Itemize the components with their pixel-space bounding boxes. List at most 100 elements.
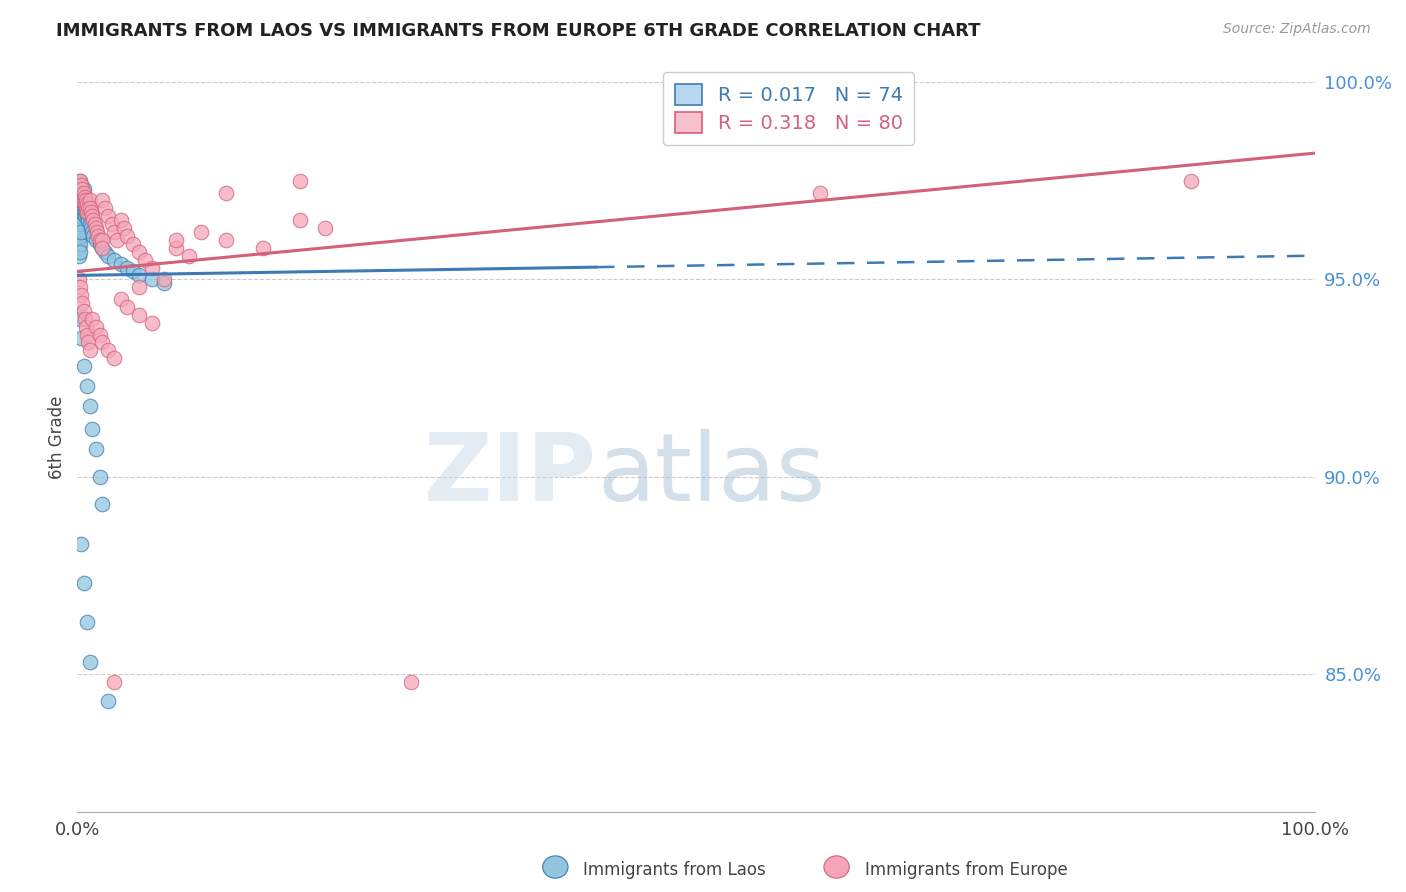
Point bbox=[79, 194, 101, 208]
Point bbox=[67, 241, 90, 255]
Point bbox=[67, 178, 90, 192]
Point bbox=[77, 202, 100, 216]
Point bbox=[89, 327, 111, 342]
Point bbox=[112, 221, 135, 235]
Point bbox=[110, 213, 132, 227]
Point bbox=[67, 225, 90, 239]
Point bbox=[67, 217, 90, 231]
Point bbox=[67, 178, 90, 192]
Point bbox=[91, 194, 114, 208]
Point bbox=[110, 256, 132, 270]
Point bbox=[72, 197, 94, 211]
Point bbox=[82, 213, 104, 227]
Point bbox=[82, 229, 104, 244]
Point bbox=[72, 359, 94, 373]
Point bbox=[69, 244, 91, 259]
Point bbox=[70, 331, 93, 345]
Point bbox=[70, 217, 93, 231]
Point bbox=[110, 292, 132, 306]
Point bbox=[91, 233, 114, 247]
Point bbox=[67, 249, 90, 263]
Point bbox=[87, 229, 110, 244]
Point bbox=[72, 576, 94, 591]
Point bbox=[89, 469, 111, 483]
Point bbox=[97, 249, 120, 263]
Point bbox=[69, 311, 91, 326]
Point bbox=[288, 213, 311, 227]
Point bbox=[105, 233, 128, 247]
Point bbox=[115, 300, 138, 314]
Point bbox=[70, 194, 93, 208]
Y-axis label: 6th Grade: 6th Grade bbox=[48, 395, 66, 479]
Point bbox=[128, 244, 150, 259]
Point bbox=[72, 181, 94, 195]
Point bbox=[75, 194, 97, 208]
Point bbox=[70, 536, 93, 550]
Point bbox=[77, 335, 100, 350]
Point bbox=[84, 221, 107, 235]
Point bbox=[1180, 174, 1202, 188]
Point bbox=[69, 280, 91, 294]
Point bbox=[70, 186, 93, 200]
Legend: R = 0.017   N = 74, R = 0.318   N = 80: R = 0.017 N = 74, R = 0.318 N = 80 bbox=[664, 72, 914, 145]
Point bbox=[103, 674, 125, 689]
Text: Immigrants from Laos: Immigrants from Laos bbox=[583, 861, 766, 879]
Point bbox=[72, 189, 94, 203]
Point bbox=[177, 249, 200, 263]
Point bbox=[73, 209, 96, 223]
Point bbox=[165, 241, 187, 255]
Point bbox=[67, 272, 90, 286]
Point bbox=[76, 205, 98, 219]
Point bbox=[80, 221, 103, 235]
Point bbox=[69, 174, 91, 188]
Point bbox=[70, 288, 93, 302]
Point bbox=[153, 277, 176, 291]
Point bbox=[75, 205, 97, 219]
Point bbox=[76, 379, 98, 393]
Point bbox=[73, 189, 96, 203]
Point bbox=[252, 241, 274, 255]
Point bbox=[72, 296, 94, 310]
Point bbox=[79, 209, 101, 223]
Point bbox=[69, 189, 91, 203]
Point bbox=[79, 217, 101, 231]
Text: Source: ZipAtlas.com: Source: ZipAtlas.com bbox=[1223, 22, 1371, 37]
Point bbox=[82, 311, 104, 326]
Point bbox=[83, 217, 105, 231]
Text: ZIP: ZIP bbox=[425, 428, 598, 521]
Point bbox=[73, 197, 96, 211]
Point bbox=[84, 442, 107, 456]
Point bbox=[103, 225, 125, 239]
Point bbox=[70, 178, 93, 192]
Point bbox=[69, 213, 91, 227]
Point bbox=[215, 186, 238, 200]
Point bbox=[128, 280, 150, 294]
Point bbox=[190, 225, 212, 239]
Point bbox=[79, 202, 101, 216]
Point bbox=[84, 233, 107, 247]
Text: Immigrants from Europe: Immigrants from Europe bbox=[865, 861, 1067, 879]
Point bbox=[165, 233, 187, 247]
Point bbox=[69, 221, 91, 235]
Point bbox=[122, 236, 145, 251]
Point bbox=[401, 674, 423, 689]
Point bbox=[72, 197, 94, 211]
Point bbox=[76, 327, 98, 342]
Point bbox=[80, 205, 103, 219]
Point bbox=[97, 343, 120, 358]
Point bbox=[101, 217, 124, 231]
Point bbox=[89, 233, 111, 247]
Point bbox=[79, 655, 101, 669]
Point bbox=[70, 178, 93, 192]
Point bbox=[82, 225, 104, 239]
Text: IMMIGRANTS FROM LAOS VS IMMIGRANTS FROM EUROPE 6TH GRADE CORRELATION CHART: IMMIGRANTS FROM LAOS VS IMMIGRANTS FROM … bbox=[56, 22, 981, 40]
Point bbox=[84, 319, 107, 334]
Point bbox=[76, 615, 98, 630]
Point bbox=[97, 209, 120, 223]
Point bbox=[103, 351, 125, 366]
Point bbox=[73, 311, 96, 326]
Point bbox=[76, 197, 98, 211]
Point bbox=[128, 268, 150, 283]
Point bbox=[153, 272, 176, 286]
Point bbox=[314, 221, 336, 235]
